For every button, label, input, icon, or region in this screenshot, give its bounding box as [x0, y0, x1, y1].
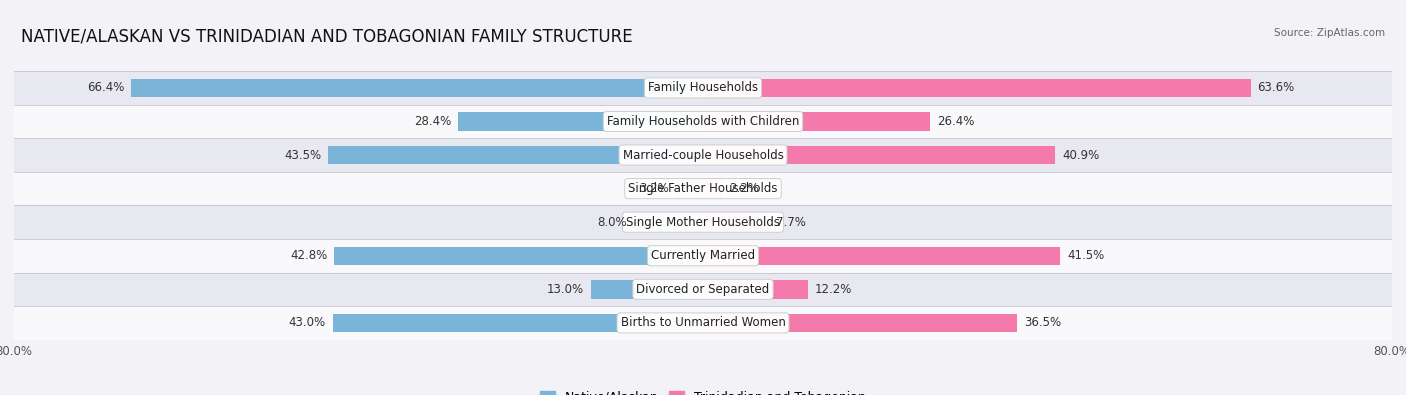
Bar — [333, 314, 703, 332]
Bar — [703, 314, 1018, 332]
Bar — [14, 205, 1392, 239]
Text: Divorced or Separated: Divorced or Separated — [637, 283, 769, 296]
Text: Currently Married: Currently Married — [651, 249, 755, 262]
Text: 2.2%: 2.2% — [728, 182, 759, 195]
Text: 7.7%: 7.7% — [776, 216, 806, 229]
Bar — [335, 246, 703, 265]
Text: 8.0%: 8.0% — [598, 216, 627, 229]
Text: 63.6%: 63.6% — [1257, 81, 1295, 94]
Bar — [458, 112, 703, 131]
Bar — [14, 71, 1392, 105]
Text: 66.4%: 66.4% — [87, 81, 124, 94]
Bar — [703, 179, 721, 198]
Text: Single Mother Households: Single Mother Households — [626, 216, 780, 229]
Bar — [131, 79, 703, 97]
Bar — [14, 138, 1392, 172]
Text: 40.9%: 40.9% — [1062, 149, 1099, 162]
Text: Family Households: Family Households — [648, 81, 758, 94]
Text: NATIVE/ALASKAN VS TRINIDADIAN AND TOBAGONIAN FAMILY STRUCTURE: NATIVE/ALASKAN VS TRINIDADIAN AND TOBAGO… — [21, 28, 633, 46]
Text: Births to Unmarried Women: Births to Unmarried Women — [620, 316, 786, 329]
Bar — [703, 246, 1060, 265]
Text: Single Father Households: Single Father Households — [628, 182, 778, 195]
Text: 26.4%: 26.4% — [938, 115, 974, 128]
Text: Source: ZipAtlas.com: Source: ZipAtlas.com — [1274, 28, 1385, 38]
Bar — [634, 213, 703, 231]
Text: 13.0%: 13.0% — [547, 283, 583, 296]
Bar — [675, 179, 703, 198]
Bar — [703, 280, 808, 299]
Bar — [14, 172, 1392, 205]
Text: Family Households with Children: Family Households with Children — [607, 115, 799, 128]
Text: 43.0%: 43.0% — [288, 316, 326, 329]
Bar — [591, 280, 703, 299]
Legend: Native/Alaskan, Trinidadian and Tobagonian: Native/Alaskan, Trinidadian and Tobagoni… — [536, 386, 870, 395]
Text: 41.5%: 41.5% — [1067, 249, 1105, 262]
Bar — [703, 213, 769, 231]
Text: 3.2%: 3.2% — [638, 182, 669, 195]
Bar — [14, 105, 1392, 138]
Bar — [14, 273, 1392, 306]
Bar — [703, 79, 1251, 97]
Text: 12.2%: 12.2% — [815, 283, 852, 296]
Bar — [703, 112, 931, 131]
Text: 28.4%: 28.4% — [415, 115, 451, 128]
Text: 42.8%: 42.8% — [290, 249, 328, 262]
Text: Married-couple Households: Married-couple Households — [623, 149, 783, 162]
Bar — [329, 146, 703, 164]
Bar — [703, 146, 1056, 164]
Bar — [14, 306, 1392, 340]
Bar — [14, 239, 1392, 273]
Text: 36.5%: 36.5% — [1024, 316, 1062, 329]
Text: 43.5%: 43.5% — [284, 149, 322, 162]
